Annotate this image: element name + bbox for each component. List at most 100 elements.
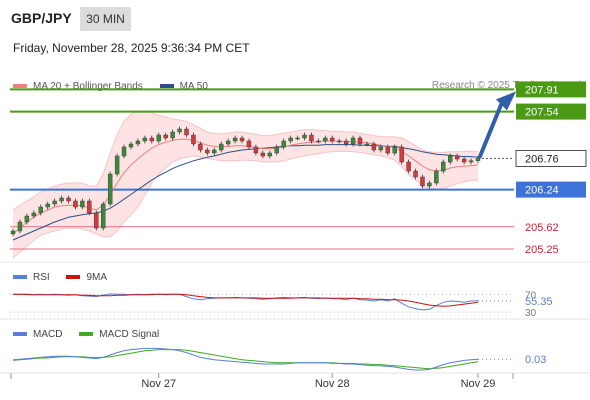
candle-body [295,137,300,140]
candle-body [461,158,467,163]
timeframe-button[interactable]: 30 MIN [80,7,131,31]
rsi-legend: RSI 9MA [13,271,121,283]
candle-body [24,215,30,223]
candle-body [323,137,328,142]
candle-body [378,146,384,151]
candle-body [225,140,231,145]
candle-body [73,200,78,208]
candle-body [128,143,134,148]
legend-rsi-label: RSI [33,271,50,283]
candle-body [135,140,141,145]
bollinger-upper-line [12,110,478,211]
current-price-tag [515,149,587,167]
candle-body [10,230,16,235]
level-tag-207.91 [516,81,586,98]
rsi-9ma-line [13,293,479,307]
macd-legend: MACD MACD Signal [13,328,173,340]
legend-signal-label: MACD Signal [99,328,160,340]
legend-ma50-label: MA 50 [179,80,208,92]
candle-body [302,134,307,139]
x-axis-label: Nov 29 [461,378,496,390]
candle-body [448,155,453,163]
chart-header: GBP/JPY 30 MIN [0,0,590,38]
candle-body [357,137,363,145]
candle-body [170,131,175,139]
rsi-tick-70: 70 [525,290,537,301]
candle-body [260,152,266,157]
candle-body [87,200,92,214]
rsi-tick-30: 30 [525,308,537,319]
candle-body [212,149,217,154]
macd-signal-line [12,349,479,370]
price-legend: MA 20 + Bollinger Bands MA 50 [13,80,222,92]
candle-body [219,143,224,151]
candle-body [80,200,85,208]
level-label-207.54: 207.54 [525,107,559,119]
candle-body [45,203,50,208]
legend-ma20: MA 20 + Bollinger Bands [13,81,143,92]
candle-body [309,134,314,142]
candle-body [121,146,127,157]
candle-body [364,143,370,146]
timestamp: Friday, November 28, 2025 9:36:34 PM CET [13,41,250,55]
candle-body [316,140,321,143]
candle-body [413,170,418,178]
candle-body [246,140,252,148]
legend-ma50: MA 50 [159,80,208,92]
candle-body [399,146,404,163]
signal-swatch [79,332,94,336]
candle-body [371,143,377,151]
candle-body [31,212,37,217]
candle-body [441,161,446,172]
legend-macd-label: MACD [33,328,63,340]
candle-body [406,161,411,172]
macd-line [12,347,479,371]
candle-body [392,146,397,154]
candle-body [163,134,168,139]
candle-body [288,137,293,142]
level-label-205.25: 205.25 [525,244,559,256]
candle-body [59,197,64,202]
candle-body [52,200,57,205]
candle-body [184,128,189,136]
candle-body [142,137,148,142]
level-tag-207.54 [516,103,586,120]
ma50-swatch [159,84,174,88]
legend-macd-signal: MACD Signal [79,329,159,340]
legend-9ma-label: 9MA [86,271,108,283]
candle-body [156,134,161,142]
level-label-206.24: 206.24 [525,185,559,197]
candle-body [232,137,238,142]
legend-ma20-label: MA 20 + Bollinger Bands [33,80,143,92]
candle-body [191,134,196,145]
candle-body [66,197,71,202]
bollinger-lower-line [12,150,479,259]
candle-body [177,128,182,133]
candle-body [38,206,43,214]
candle-body [198,143,203,151]
candle-body [468,160,474,163]
candle-body [420,176,425,187]
legend-9ma: 9MA [66,272,107,283]
candle-body [281,140,286,148]
bollinger-band-area [13,111,478,258]
candle-body [239,137,245,142]
research-credit: Research © 2025 Trading Central [431,80,581,91]
forecast-arrow-shaft [478,100,504,159]
candle-body [385,146,390,154]
forecast-arrow-head [496,91,516,111]
candle-body [149,137,155,142]
candle-body [434,170,439,184]
candle-body [343,140,349,145]
candle-body [267,152,272,157]
level-label-207.91: 207.91 [525,84,559,96]
candle-body [17,221,23,232]
candle-body [350,137,356,145]
x-axis-label: Nov 28 [315,378,350,390]
ma9-swatch [66,275,81,279]
candle-body [274,146,279,154]
candle-body [94,212,99,229]
legend-macd: MACD [13,329,62,340]
level-label-205.62: 205.62 [525,222,559,234]
